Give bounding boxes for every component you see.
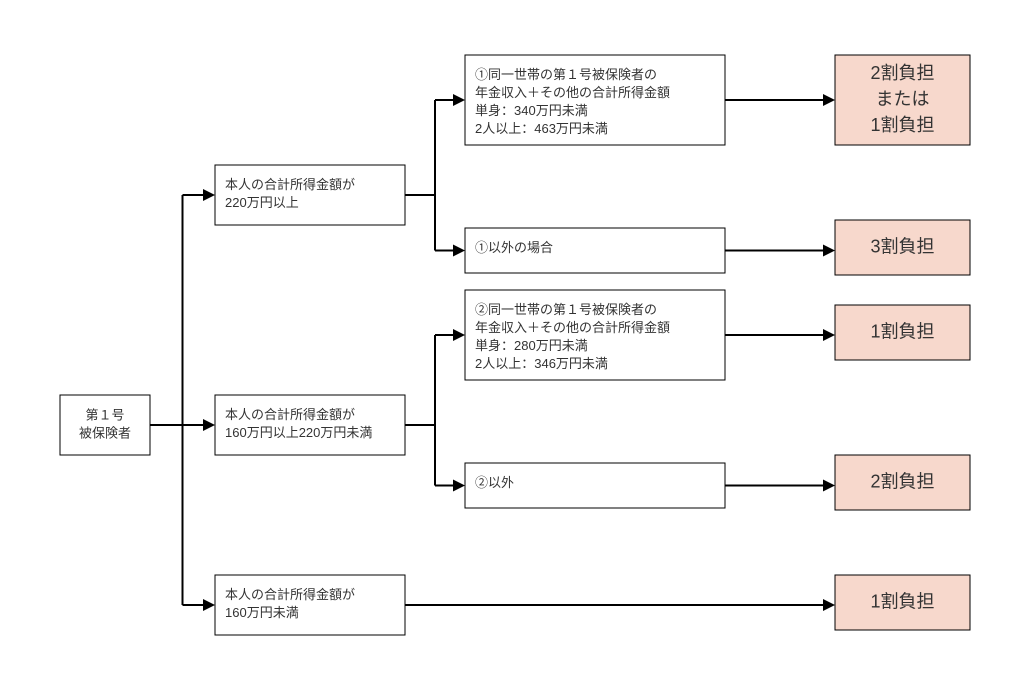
level2-node-b-line-0: 本人の合計所得金額が xyxy=(225,407,355,422)
flowchart-canvas: 第１号被保険者本人の合計所得金額が220万円以上本人の合計所得金額が160万円以… xyxy=(0,0,1024,680)
arrow-head xyxy=(823,599,835,611)
result-node-r1-line-2: 1割負担 xyxy=(870,115,934,135)
level3-node-a1-line-0: ①同一世帯の第１号被保険者の xyxy=(475,67,657,82)
arrow-head xyxy=(453,245,465,257)
level3-node-b1-line-0: ②同一世帯の第１号被保険者の xyxy=(475,302,657,317)
result-node-r5-line-0: 1割負担 xyxy=(870,591,934,611)
level3-node-b1-line-1: 年金収入＋その他の合計所得金額 xyxy=(475,320,670,335)
level3-node-a1-line-3: 2人以上：463万円未満 xyxy=(475,121,608,136)
level2-node-a-line-0: 本人の合計所得金額が xyxy=(225,177,355,192)
result-node-r2: 3割負担 xyxy=(835,220,970,275)
arrow-head xyxy=(823,480,835,492)
root-node: 第１号被保険者 xyxy=(60,395,150,455)
level2-node-a-line-1: 220万円以上 xyxy=(225,195,299,210)
level2-node-c: 本人の合計所得金額が 160万円未満 xyxy=(215,575,405,635)
level3-node-b1-line-2: 単身：280万円未満 xyxy=(475,338,588,353)
level3-node-a1-line-1: 年金収入＋その他の合計所得金額 xyxy=(475,85,670,100)
level2-node-b-line-1: 160万円以上220万円未満 xyxy=(225,425,372,440)
level3-node-a2-line-0: ①以外の場合 xyxy=(475,240,553,255)
arrow-head xyxy=(453,480,465,492)
level3-node-b1: ②同一世帯の第１号被保険者の年金収入＋その他の合計所得金額単身：280万円未満 2… xyxy=(465,290,725,380)
result-node-r4-line-0: 2割負担 xyxy=(870,471,934,491)
level3-node-a1: ①同一世帯の第１号被保険者の年金収入＋その他の合計所得金額単身：340万円未満 2… xyxy=(465,55,725,145)
root-node-line-1: 被保険者 xyxy=(79,425,131,440)
result-node-r2-line-0: 3割負担 xyxy=(870,236,934,256)
root-node-line-0: 第１号 xyxy=(85,407,124,422)
level3-node-a2: ①以外の場合 xyxy=(465,228,725,273)
arrow-head xyxy=(203,189,215,201)
level2-node-c-line-1: 160万円未満 xyxy=(225,605,299,620)
result-node-r3-line-0: 1割負担 xyxy=(870,321,934,341)
arrow-head xyxy=(823,329,835,341)
result-node-r1-line-1: または xyxy=(876,89,930,109)
arrow-head xyxy=(823,245,835,257)
level3-node-b2: ②以外 xyxy=(465,463,725,508)
arrow-head xyxy=(203,419,215,431)
result-node-r5: 1割負担 xyxy=(835,575,970,630)
level2-node-b: 本人の合計所得金額が 160万円以上220万円未満 xyxy=(215,395,405,455)
level3-node-b1-line-3: 2人以上：346万円未満 xyxy=(475,356,608,371)
level3-node-b2-line-0: ②以外 xyxy=(475,475,514,490)
result-node-r1: 2割負担または 1割負担 xyxy=(835,55,970,145)
level2-node-a: 本人の合計所得金額が 220万円以上 xyxy=(215,165,405,225)
arrow-head xyxy=(453,94,465,106)
arrow-head xyxy=(453,329,465,341)
result-node-r4: 2割負担 xyxy=(835,455,970,510)
arrow-head xyxy=(823,94,835,106)
level2-node-c-line-0: 本人の合計所得金額が xyxy=(225,587,355,602)
level3-node-a1-line-2: 単身：340万円未満 xyxy=(475,103,588,118)
result-node-r3: 1割負担 xyxy=(835,305,970,360)
result-node-r1-line-0: 2割負担 xyxy=(870,63,934,83)
arrow-head xyxy=(203,599,215,611)
